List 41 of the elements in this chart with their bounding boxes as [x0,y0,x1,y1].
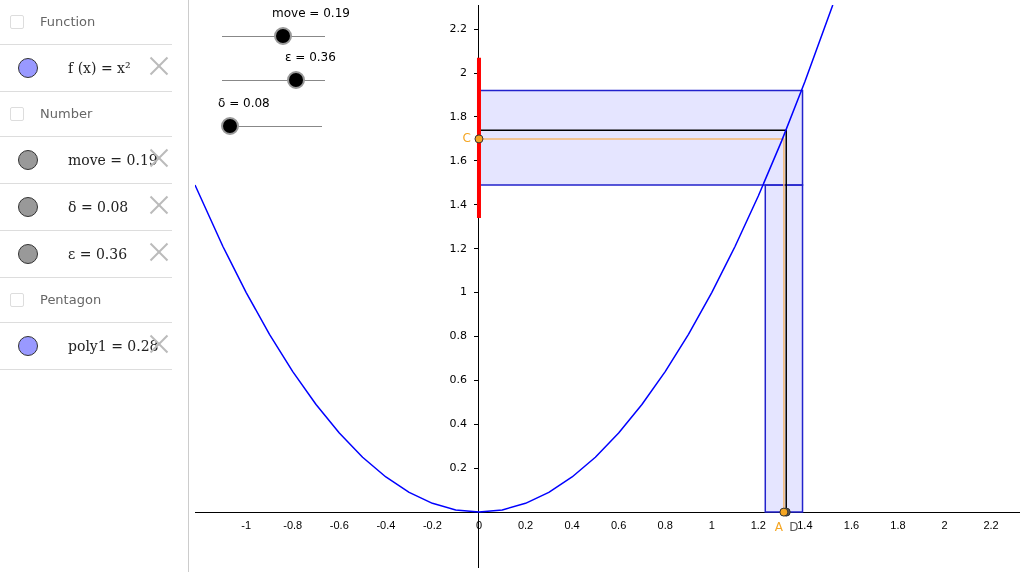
text: Number [40,106,93,121]
x-tick-label: 1.2 [750,518,766,531]
text: δ = 0.08 [68,199,129,215]
x-tick-label: -1 [241,518,252,531]
text: Pentagon [40,292,102,307]
y-tick-label: 0.2 [449,461,467,475]
x-tick-label: -0.2 [422,518,442,531]
x-tick-label: 1.6 [843,518,860,531]
y-tick-label: 1.8 [449,109,467,123]
y-tick-label: 0.8 [449,329,467,343]
x-tick-label: 1.4 [797,518,813,531]
x-tick-label: -0.4 [376,518,396,531]
x-tick-label: -0.8 [283,518,303,531]
y-tick-label: 1.6 [449,153,467,167]
x-tick-label: 0.8 [657,518,673,531]
x-tick-label: 0.4 [564,518,580,531]
x-tick-label: 0.6 [610,518,627,531]
y-tick-label: 1.4 [449,197,467,211]
x-tick-label: 1 [708,518,715,531]
series-label: C [462,131,471,146]
y-tick-label: 0.4 [449,417,467,431]
text: move = 0.19 [68,152,158,168]
y-tick-label: 1 [459,285,467,299]
annotation: ε = 0.36 [285,50,336,64]
text: Function [40,14,96,29]
x-tick-label: 1.8 [890,518,906,531]
y-tick-label: 1.2 [449,241,467,255]
series-label: A [774,520,784,535]
x-tick-label: 2 [941,518,948,531]
x-tick-label: -0.6 [329,518,349,531]
y-tick-label: 2 [459,65,467,79]
y-tick-label: 2.2 [449,22,467,36]
series-label: D [789,520,799,535]
x-tick-label: 2.2 [983,518,999,531]
text: poly1 = 0.28 [68,338,159,354]
annotation: move = 0.19 [272,6,350,20]
text: ε = 0.36 [68,246,128,262]
y-tick-label: 0.6 [449,373,467,387]
annotation: δ = 0.08 [218,96,270,110]
text: f (x) = x² [68,60,131,76]
x-tick-label: 0.2 [517,518,534,531]
